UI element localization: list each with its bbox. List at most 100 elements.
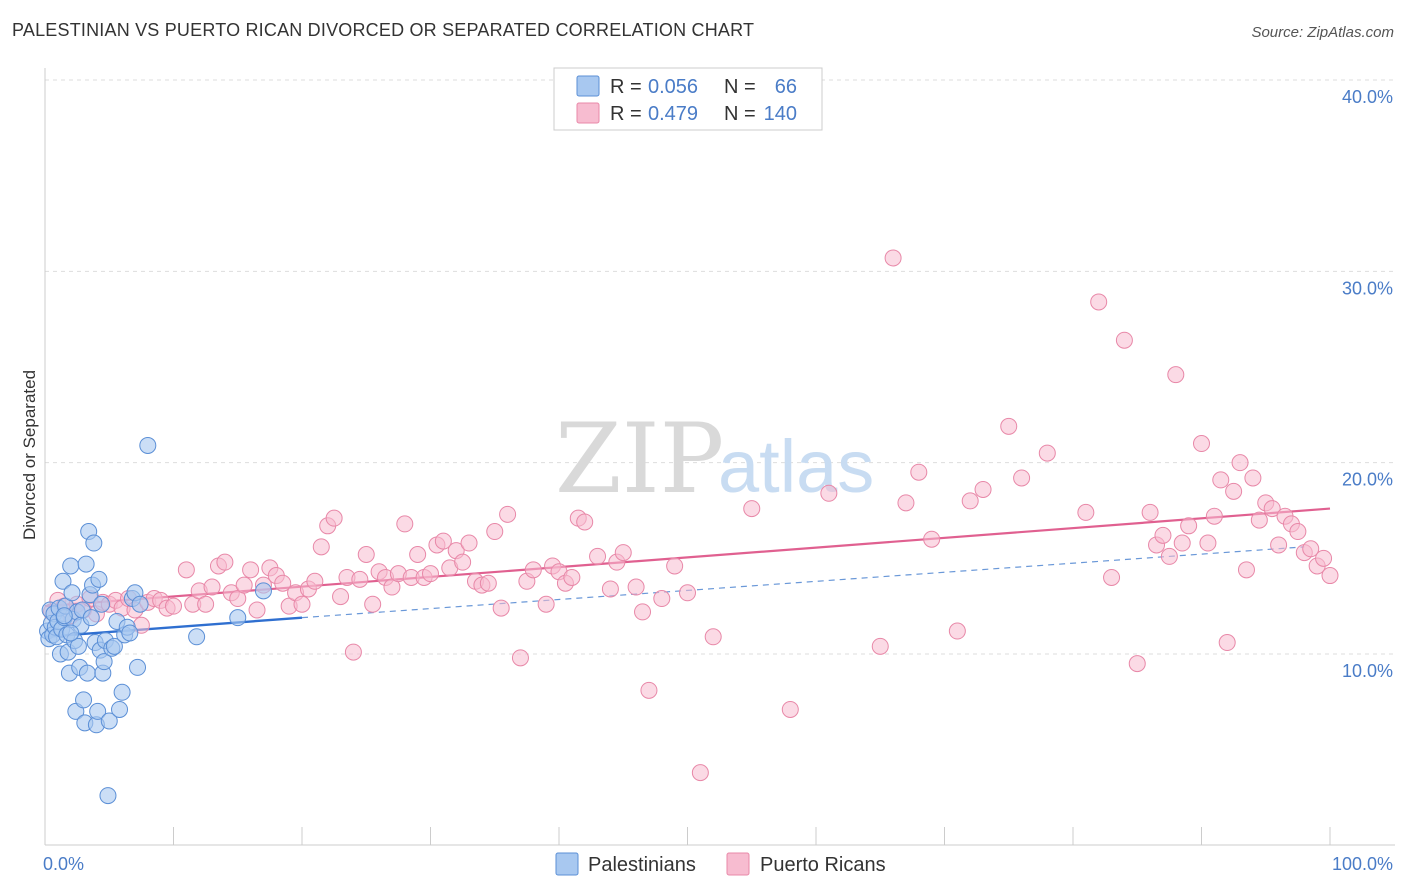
palestinian-point — [131, 595, 149, 613]
puerto-rican-point — [614, 544, 632, 562]
puerto-rican-point — [1321, 567, 1339, 585]
puerto-rican-point — [974, 480, 992, 498]
palestinian-point — [90, 570, 108, 588]
puerto-rican-point — [923, 530, 941, 548]
palestinian-point — [188, 628, 206, 646]
puerto-rican-point — [601, 580, 619, 598]
puerto-rican-point — [537, 595, 555, 613]
legend-r-label-2: R = — [610, 103, 642, 125]
puerto-rican-point — [704, 628, 722, 646]
palestinian-trend-line — [44, 616, 303, 638]
palestinian-point — [121, 624, 139, 642]
puerto-rican-point — [1077, 503, 1095, 521]
puerto-rican-point — [1013, 469, 1031, 487]
puerto-rican-point — [1154, 526, 1172, 544]
palestinian-point — [99, 787, 117, 805]
palestinian-point — [54, 572, 72, 590]
puerto-rican-point — [235, 576, 253, 594]
puerto-rican-point — [576, 513, 594, 531]
puerto-rican-point — [312, 538, 330, 556]
puerto-rican-point — [409, 546, 427, 564]
watermark: ZIP atlas — [555, 403, 874, 515]
puerto-rican-point — [1244, 469, 1262, 487]
puerto-rican-point — [524, 561, 542, 579]
palestinian-point — [105, 637, 123, 655]
y-tick-labels: 10.0% 20.0% 30.0% 40.0% — [1342, 87, 1393, 681]
puerto-rican-point — [248, 601, 266, 619]
bottom-legend-label-palestinians: Palestinians — [588, 854, 696, 876]
puerto-rican-point — [743, 500, 761, 518]
palestinian-point — [100, 712, 118, 730]
bottom-legend-swatch-palestinians — [555, 852, 579, 876]
puerto-rican-point — [820, 484, 838, 502]
puerto-rican-point — [871, 637, 889, 655]
puerto-rican-point — [293, 595, 311, 613]
puerto-rican-point — [325, 509, 343, 527]
puerto-rican-point — [434, 532, 452, 550]
chart-source: Source: ZipAtlas.com — [1251, 24, 1394, 41]
palestinian-point — [78, 664, 96, 682]
palestinian-point — [89, 702, 107, 720]
puerto-rican-point — [1115, 331, 1133, 349]
puerto-rican-point — [1103, 568, 1121, 586]
legend-n-value-2: 140 — [764, 103, 797, 125]
puerto-rican-point — [884, 249, 902, 267]
puerto-rican-point — [627, 578, 645, 596]
watermark-atlas: atlas — [718, 425, 874, 508]
palestinian-point — [75, 691, 93, 709]
legend-n-label-1: N = — [724, 76, 756, 98]
puerto-rican-point — [203, 578, 221, 596]
legend-swatch-puerto-ricans — [576, 102, 600, 124]
axes — [44, 68, 1395, 846]
palestinian-trend-extension — [301, 546, 1305, 619]
puerto-rican-point — [1141, 503, 1159, 521]
puerto-rican-point — [396, 515, 414, 533]
puerto-rican-point — [653, 590, 671, 608]
puerto-rican-point — [242, 561, 260, 579]
puerto-rican-point — [1302, 540, 1320, 558]
puerto-rican-point — [961, 492, 979, 510]
palestinian-point — [113, 683, 131, 701]
puerto-rican-point — [1000, 417, 1018, 435]
puerto-rican-point — [454, 553, 472, 571]
legend-n-value-1: 66 — [775, 76, 797, 98]
puerto-rican-point — [781, 700, 799, 718]
puerto-rican-point — [1263, 500, 1281, 518]
chart-title: PALESTINIAN VS PUERTO RICAN DIVORCED OR … — [12, 20, 755, 40]
palestinian-point — [62, 557, 80, 575]
puerto-rican-point — [357, 546, 375, 564]
palestinian-point — [129, 658, 147, 676]
palestinian-point — [63, 584, 81, 602]
palestinian-point — [82, 609, 100, 627]
puerto-rican-point — [640, 681, 658, 699]
palestinian-point — [62, 624, 80, 642]
puerto-rican-point — [1090, 293, 1108, 311]
legend: R = 0.056 N = 66 R = 0.479 N = 140 — [553, 67, 823, 131]
puerto-rican-point — [1218, 634, 1236, 652]
puerto-rican-point — [1180, 517, 1198, 535]
puerto-rican-point — [344, 643, 362, 661]
puerto-rican-point — [197, 595, 215, 613]
puerto-rican-point — [364, 595, 382, 613]
bottom-legend: Palestinians Puerto Ricans — [555, 852, 886, 876]
bottom-legend-label-puerto-ricans: Puerto Ricans — [760, 854, 886, 876]
puerto-rican-point — [1225, 482, 1243, 500]
puerto-rican-point — [1289, 523, 1307, 541]
puerto-rican-points — [42, 249, 1339, 782]
puerto-rican-point — [910, 463, 928, 481]
puerto-rican-point — [492, 599, 510, 617]
puerto-rican-point — [897, 494, 915, 512]
puerto-rican-point — [499, 505, 517, 523]
puerto-rican-point — [634, 603, 652, 621]
puerto-rican-point — [1237, 561, 1255, 579]
puerto-rican-point — [1193, 435, 1210, 453]
puerto-rican-point — [165, 597, 182, 615]
puerto-rican-point — [177, 561, 195, 579]
puerto-rican-point — [1173, 534, 1191, 552]
palestinian-point — [111, 700, 129, 718]
bottom-legend-swatch-puerto-ricans — [726, 852, 750, 876]
puerto-rican-point — [479, 574, 497, 592]
palestinian-point — [55, 607, 73, 625]
legend-r-value-1: 0.056 — [648, 76, 698, 98]
